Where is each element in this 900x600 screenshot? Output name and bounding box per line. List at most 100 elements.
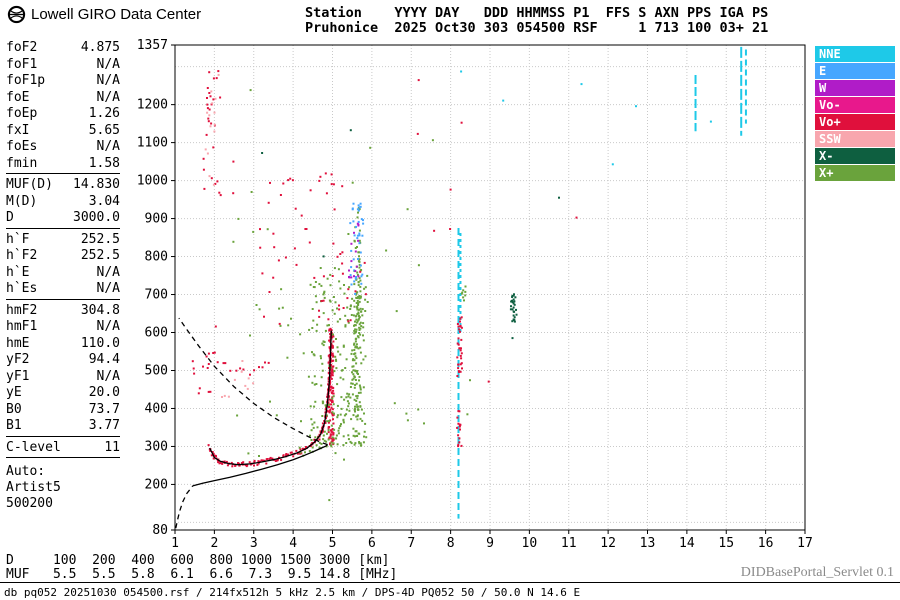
x-tick-label: 14 <box>679 536 695 551</box>
param-value: 110.0 <box>80 335 120 351</box>
param-value: 3.04 <box>88 193 120 209</box>
y-tick-label: 500 <box>145 363 168 378</box>
station-header-line1: Station YYYY DAY DDD HHMMSS P1 FFS S AXN… <box>305 5 769 21</box>
param-group: C-level 11 <box>6 440 120 458</box>
app-title: Lowell GIRO Data Center <box>31 6 202 23</box>
cluster-o-trace-echoes <box>207 332 334 468</box>
param-value: 252.5 <box>80 248 120 263</box>
param-value: 1.26 <box>88 106 120 121</box>
y-tick-label: 80 <box>152 523 168 538</box>
param-value: N/A <box>96 264 120 280</box>
x-tick-label: 7 <box>407 536 415 551</box>
param-row-foep: foEp 1.26 <box>6 106 120 123</box>
cluster-left-red <box>191 352 212 395</box>
param-label: foF2 <box>6 40 38 55</box>
param-value: N/A <box>96 56 120 72</box>
legend-item-x[interactable]: X+ <box>815 165 895 181</box>
cluster-topleft-red <box>202 70 222 197</box>
param-row-d: D 3000.0 <box>6 210 120 227</box>
station-header-line2: Pruhonice 2025 Oct30 303 054500 RSF 1 71… <box>305 20 769 36</box>
db-record-info: db pq052 20251030 054500.rsf / 214fx512h… <box>4 586 581 599</box>
y-tick-label: 400 <box>145 401 168 416</box>
cluster-specks-dark <box>261 129 560 340</box>
legend-item-vo[interactable]: Vo- <box>815 97 895 113</box>
x-tick-label: 10 <box>522 536 538 551</box>
y-tick-label: 200 <box>145 477 168 492</box>
x-tick-label: 17 <box>797 536 813 551</box>
legend-item-ssw[interactable]: SSW <box>815 131 895 147</box>
param-value: 4.875 <box>80 40 120 55</box>
param-row-b0: B0 73.7 <box>6 402 120 419</box>
param-row-fxi: fxI 5.65 <box>6 123 120 140</box>
x-tick-label: 8 <box>447 536 455 551</box>
param-label: h`F2 <box>6 248 38 263</box>
cluster-green-sparse <box>232 181 420 461</box>
param-value: 252.5 <box>80 231 120 247</box>
giro-logo-icon <box>7 5 26 24</box>
param-group: hmF2 304.8 hmF1 N/A hmE 110.0 yF2 94.4 yF1 N/A yE 2… <box>6 303 120 437</box>
param-row-foe: foE N/A <box>6 90 120 107</box>
cluster-specks-green <box>249 89 471 502</box>
param-label: B0 <box>6 401 22 417</box>
param-label: M(D) <box>6 193 38 209</box>
param-panel: foF2 4.875 foF1 N/A foF1p N/A foE N/A foEp 1.26 fx… <box>6 40 120 512</box>
param-value: 14.830 <box>73 177 120 192</box>
cluster-mid-pink <box>221 360 255 398</box>
legend-item-nne[interactable]: NNE <box>815 46 895 62</box>
x-tick-label: 13 <box>640 536 656 551</box>
profile-true-height-profile <box>192 444 329 487</box>
x-tick-label: 4 <box>289 536 297 551</box>
param-label: h`F <box>6 231 30 247</box>
autoscaling-line: Artist5 <box>6 480 61 495</box>
y-tick-label: 600 <box>145 326 168 341</box>
autoscaling-line: 500200 <box>6 496 53 511</box>
y-tick-label: 1200 <box>137 98 168 113</box>
x-tick-label: 16 <box>758 536 774 551</box>
param-label: fmin <box>6 155 38 171</box>
param-value: 5.65 <box>88 122 120 138</box>
profile-curves <box>175 317 332 529</box>
param-group: foF2 4.875 foF1 N/A foF1p N/A foE N/A foEp 1.26 fx… <box>6 40 120 174</box>
param-row-hf: h`F 252.5 <box>6 232 120 249</box>
cluster-purple-top <box>348 222 360 279</box>
param-row-yf2: yF2 94.4 <box>6 352 120 369</box>
param-row-he: h`E N/A <box>6 265 120 282</box>
param-value: N/A <box>96 368 120 384</box>
param-label: B1 <box>6 418 22 433</box>
param-value: 3000.0 <box>73 210 120 225</box>
cluster-specks-cyan <box>460 70 712 166</box>
x-tick-label: 9 <box>486 536 494 551</box>
param-label: D <box>6 210 14 225</box>
param-label: fxI <box>6 122 30 138</box>
param-value: N/A <box>96 89 120 105</box>
param-group: h`F 252.5 h`F2 252.5 h`E N/A h`Es N/A <box>6 232 120 300</box>
footer-divider <box>0 582 900 583</box>
param-label: yE <box>6 385 22 400</box>
x-tick-label: 6 <box>368 536 376 551</box>
y-tick-label: 1100 <box>137 136 168 151</box>
x-tick-label: 12 <box>600 536 616 551</box>
y-tick-label: 900 <box>145 212 168 227</box>
legend-item-x[interactable]: X- <box>815 148 895 164</box>
legend-item-vo[interactable]: Vo+ <box>815 114 895 130</box>
profile-subpeak-extrapolation <box>175 485 194 529</box>
param-row-hme: hmE 110.0 <box>6 336 120 353</box>
muf-row: MUF 5.5 5.5 5.8 6.1 6.6 7.3 9.5 14.8 [MH… <box>6 567 398 582</box>
legend-item-w[interactable]: W <box>815 80 895 96</box>
y-tick-label: 300 <box>145 439 168 454</box>
param-label: yF1 <box>6 368 30 384</box>
param-row-hmf2: hmF2 304.8 <box>6 303 120 320</box>
legend-item-e[interactable]: E <box>815 63 895 79</box>
x-tick-label: 15 <box>718 536 734 551</box>
param-label: foF1 <box>6 56 38 72</box>
y-tick-label: 1000 <box>137 174 168 189</box>
servlet-version: DIDBasePortal_Servlet 0.1 <box>740 565 894 580</box>
param-label: h`Es <box>6 281 38 296</box>
param-label: yF2 <box>6 352 30 367</box>
cluster-blue-top <box>349 202 365 295</box>
x-tick-label: 1 <box>171 536 179 551</box>
cluster-x-spread-cloud <box>307 267 369 450</box>
y-tick-label: 800 <box>145 250 168 265</box>
